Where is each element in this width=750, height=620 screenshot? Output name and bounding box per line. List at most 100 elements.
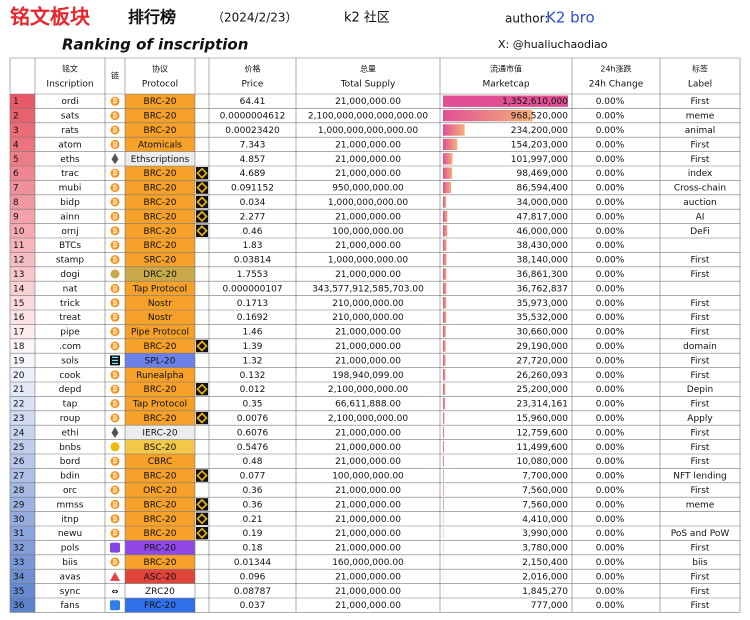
change: 0.00%: [596, 155, 625, 165]
column-header-en: 24h Change: [589, 80, 644, 90]
marketcap-bar: [443, 455, 444, 467]
protocol-cell: [125, 583, 195, 598]
price: 0.091152: [231, 184, 274, 194]
inscription: dogi: [60, 270, 79, 280]
binance-icon: [196, 469, 208, 482]
page-subtitle: 排行榜: [128, 8, 176, 27]
total-supply: 21,000,000.00: [335, 500, 401, 510]
rank-cell: [10, 396, 35, 411]
protocol: ORC-20: [143, 486, 177, 496]
price: 1.83: [242, 241, 262, 251]
label: First: [691, 155, 710, 165]
btc-glyph: ₿: [113, 487, 118, 494]
rank: 35: [13, 587, 24, 597]
total-supply: 2,100,000,000,000,000.00: [308, 112, 429, 122]
rank-cell: [10, 367, 35, 382]
rank: 31: [13, 529, 24, 539]
total-supply: 1,000,000,000.00: [328, 198, 408, 208]
marketcap-bar: [443, 95, 568, 107]
label: First: [691, 256, 710, 266]
marketcap-bar: [443, 225, 448, 237]
column-header-en: Price: [242, 80, 264, 90]
label: PoS and PoW: [671, 529, 730, 539]
binance-cell: [196, 469, 208, 482]
protocol: BRC-20: [144, 212, 177, 222]
change: 0.00%: [596, 342, 625, 352]
btc-icon: [110, 283, 120, 293]
protocol: BRC-20: [144, 414, 177, 424]
page-title: 铭文板块: [10, 5, 91, 29]
rank-cell: [10, 526, 35, 541]
price: 0.48: [242, 457, 262, 467]
inscription: .com: [59, 342, 81, 352]
total-supply: 21,000,000.00: [335, 140, 401, 150]
protocol: BRC-20: [144, 515, 177, 525]
price: 0.000000107: [222, 284, 282, 294]
price: 0.034: [240, 198, 266, 208]
binance-icon: [196, 210, 208, 223]
btc-icon: [110, 255, 120, 265]
rank-cell: [10, 281, 35, 296]
inscription: fans: [60, 601, 79, 611]
total-supply: 198,940,099.00: [332, 371, 404, 381]
btc-icon: [110, 96, 120, 106]
binance-cell: [196, 195, 208, 209]
protocol-cell: [125, 108, 195, 123]
inscription: sats: [61, 112, 80, 122]
rank: 10: [13, 227, 25, 237]
btc-glyph: ₿: [113, 473, 118, 480]
marketcap-bar: [443, 253, 447, 266]
rank: 24: [13, 428, 25, 438]
marketcap: 15,960,000: [516, 414, 568, 424]
marketcap-bar: [443, 325, 446, 338]
rank-cell: [10, 410, 35, 426]
protocol-cell: [125, 209, 195, 224]
label: Depin: [687, 385, 713, 395]
eth-icon: [111, 426, 119, 438]
rank-cell: [10, 468, 35, 483]
inscription: ornj: [61, 227, 78, 237]
protocol-cell: [125, 310, 195, 325]
change: 0.00%: [596, 544, 625, 554]
btc-glyph: ₿: [113, 285, 118, 292]
btc-icon: [110, 327, 120, 337]
protocol: CBRC: [148, 457, 173, 467]
protocol-cell: [125, 324, 195, 339]
marketcap: 36,861,300: [516, 270, 568, 280]
marketcap-bar: [443, 210, 448, 223]
total-supply: 21,000,000.00: [335, 587, 401, 597]
marketcap: 38,430,000: [516, 241, 568, 251]
change: 0.00%: [596, 400, 625, 410]
rank-cell: [10, 108, 35, 123]
label: First: [691, 270, 710, 280]
rank: 1: [13, 97, 19, 107]
inscription: bidp: [60, 198, 80, 208]
total-supply: 21,000,000.00: [335, 428, 401, 438]
btc-icon: [110, 226, 120, 236]
column-header-cn: 总量: [360, 64, 376, 74]
marketcap-bar: [443, 498, 444, 511]
marketcap: 7,560,000: [522, 500, 568, 510]
inscription: pols: [61, 544, 80, 554]
marketcap: 777,000: [531, 601, 568, 611]
total-supply: 1,000,000,000,000.00: [318, 126, 418, 136]
change: 0.00%: [596, 313, 625, 323]
protocol-cell: [125, 122, 195, 138]
btc-glyph: ₿: [113, 559, 118, 566]
inscription: sync: [60, 587, 81, 597]
column-header-en: Total Supply: [340, 80, 396, 90]
inscription: stamp: [56, 256, 85, 266]
author: K2 bro: [546, 9, 595, 27]
inscription: orc: [63, 486, 77, 496]
change: 0.00%: [596, 241, 625, 251]
rank: 14: [13, 284, 25, 294]
btc-icon: [110, 528, 120, 538]
protocol: SRC-20: [144, 256, 177, 266]
total-supply: 100,000,000.00: [332, 227, 404, 237]
marketcap: 154,203,000: [511, 140, 569, 150]
btc-icon: [110, 139, 120, 149]
column-header-en: Inscription: [46, 80, 93, 90]
protocol: BRC-20: [144, 184, 177, 194]
binance-icon: [196, 196, 208, 208]
